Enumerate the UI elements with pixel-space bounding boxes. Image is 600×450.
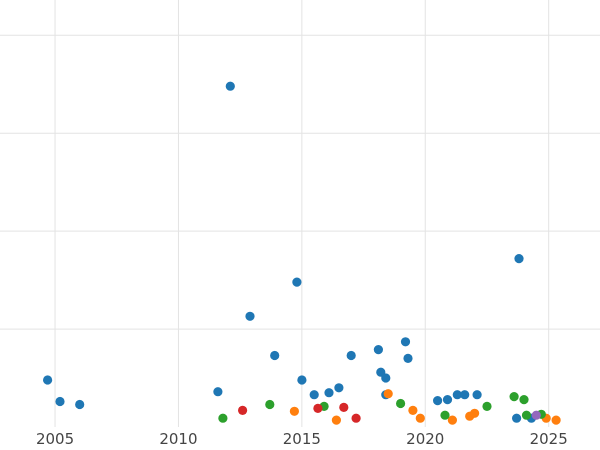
data-point-series-green (519, 395, 529, 405)
data-point-series-blue (346, 350, 356, 361)
x-tick-label: 2005 (36, 430, 74, 448)
data-point-series-blue (511, 413, 522, 423)
data-point-series-orange (415, 413, 425, 423)
data-point-series-blue (373, 345, 383, 355)
x-tick-label: 2015 (283, 430, 321, 448)
data-point-series-blue (514, 254, 524, 264)
data-point-series-blue (452, 390, 462, 400)
data-point-series-orange (289, 406, 299, 416)
x-axis-tick-labels: 2005 2010 2015 2020 2025 (36, 430, 568, 448)
data-point-series-green (218, 413, 228, 423)
gridlines (0, 0, 600, 427)
data-point-series-blue (309, 390, 319, 400)
data-point-series-green (396, 398, 406, 409)
data-point-series-green (521, 410, 532, 420)
data-point-series-blue (403, 353, 413, 363)
data-point-series-blue (75, 399, 85, 410)
data-point-series-blue (55, 396, 65, 407)
data-point-series-blue (225, 81, 235, 91)
x-tick-label: 2010 (159, 430, 197, 448)
data-point-series-blue (460, 390, 470, 400)
data-point-series-blue (297, 375, 307, 385)
x-tick-label: 2025 (530, 430, 568, 448)
data-point-series-blue (442, 395, 453, 405)
data-point-series-red (339, 402, 349, 412)
data-point-series-orange (470, 408, 480, 418)
data-point-series-green (265, 399, 275, 410)
data-point-series-blue (400, 337, 411, 347)
data-point-series-blue (334, 383, 344, 393)
data-point-series-green (482, 401, 492, 411)
data-point-series-blue (472, 390, 482, 400)
data-point-series-blue (270, 350, 280, 361)
data-point-series-orange (408, 405, 418, 415)
data-point-series-orange (447, 415, 457, 425)
data-point-series-purple (531, 410, 541, 420)
data-point-series-blue (324, 388, 334, 398)
data-point-series-orange (383, 389, 393, 399)
data-point-series-orange (551, 415, 561, 425)
data-point-series-red (351, 413, 361, 423)
data-point-series-orange (331, 415, 341, 425)
data-point-series-blue (245, 311, 255, 321)
data-point-series-red (313, 403, 323, 413)
data-points (43, 81, 561, 425)
data-point-series-blue (292, 277, 302, 287)
data-point-series-green (509, 392, 519, 402)
x-tick-label: 2020 (406, 430, 444, 448)
data-point-series-red (238, 405, 248, 415)
data-point-series-blue (433, 396, 443, 406)
data-point-series-blue (43, 375, 53, 385)
data-point-series-green (440, 410, 450, 420)
data-point-series-blue (213, 387, 223, 397)
data-point-series-blue (381, 373, 391, 383)
